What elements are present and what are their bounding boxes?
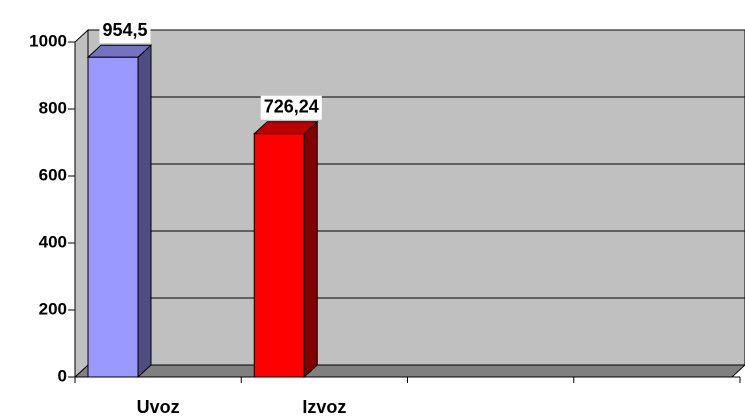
bar-side [303,120,318,379]
value-label-bg [260,95,322,120]
y-tick-label: 400 [39,232,67,251]
value-label: 954,5 [102,20,147,40]
y-tick-label: 800 [39,98,67,117]
x-tick-label: Izvoz [302,397,346,416]
y-tick-label: 200 [39,299,67,318]
bar [253,133,305,378]
y-tick-label: 0 [58,366,67,385]
x-tick-label: Uvoz [137,397,180,416]
bar [87,56,139,378]
y-tick-label: 1000 [29,31,67,50]
y-tick-label: 600 [39,165,67,184]
side-wall [74,28,89,379]
value-label: 726,24 [264,96,319,116]
back-wall [87,29,745,366]
bar-side [137,44,152,379]
value-label-bg [99,19,151,44]
floor [73,364,745,378]
